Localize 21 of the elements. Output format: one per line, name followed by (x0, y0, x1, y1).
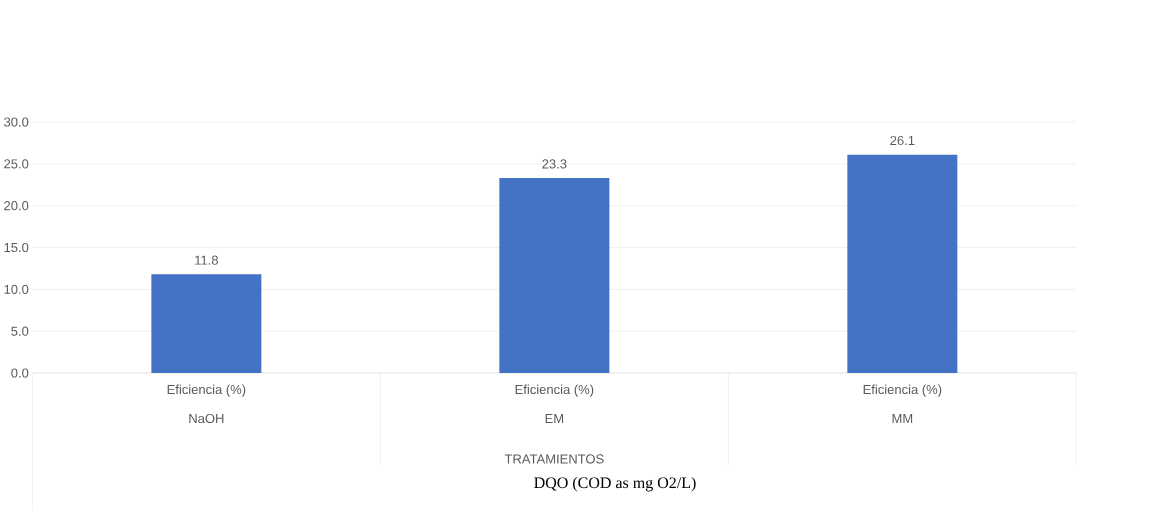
x-tick-label: EM (545, 413, 564, 423)
text: DQO (COD as mg O2/L) (534, 476, 696, 492)
y-tick-label: 25.0 (4, 159, 29, 169)
x-axis-title: TRATAMIENTOS (504, 454, 604, 464)
text: Eficiencia (%) (863, 384, 942, 397)
data-label: 23.3 (542, 159, 567, 169)
y-tick-label: 20.0 (4, 200, 29, 211)
y-tick-label: 0.0 (11, 368, 29, 378)
y-tick-label: 5.0 (11, 326, 29, 336)
data-label: 11.8 (195, 255, 218, 265)
text: Eficiencia (%) (515, 384, 594, 397)
y-tick-label: 30.0 (4, 117, 29, 127)
bar (499, 177, 610, 373)
x-tick-label: NaOH (189, 413, 224, 423)
x-tick-label: MM (892, 413, 913, 423)
y-tick-label: 15.0 (4, 242, 29, 252)
series-label: Eficiencia (%) (167, 384, 246, 397)
bar (847, 154, 958, 373)
bar (151, 274, 262, 373)
y-tick-label: 10.0 (4, 284, 29, 294)
data-label: 26.1 (890, 135, 915, 145)
